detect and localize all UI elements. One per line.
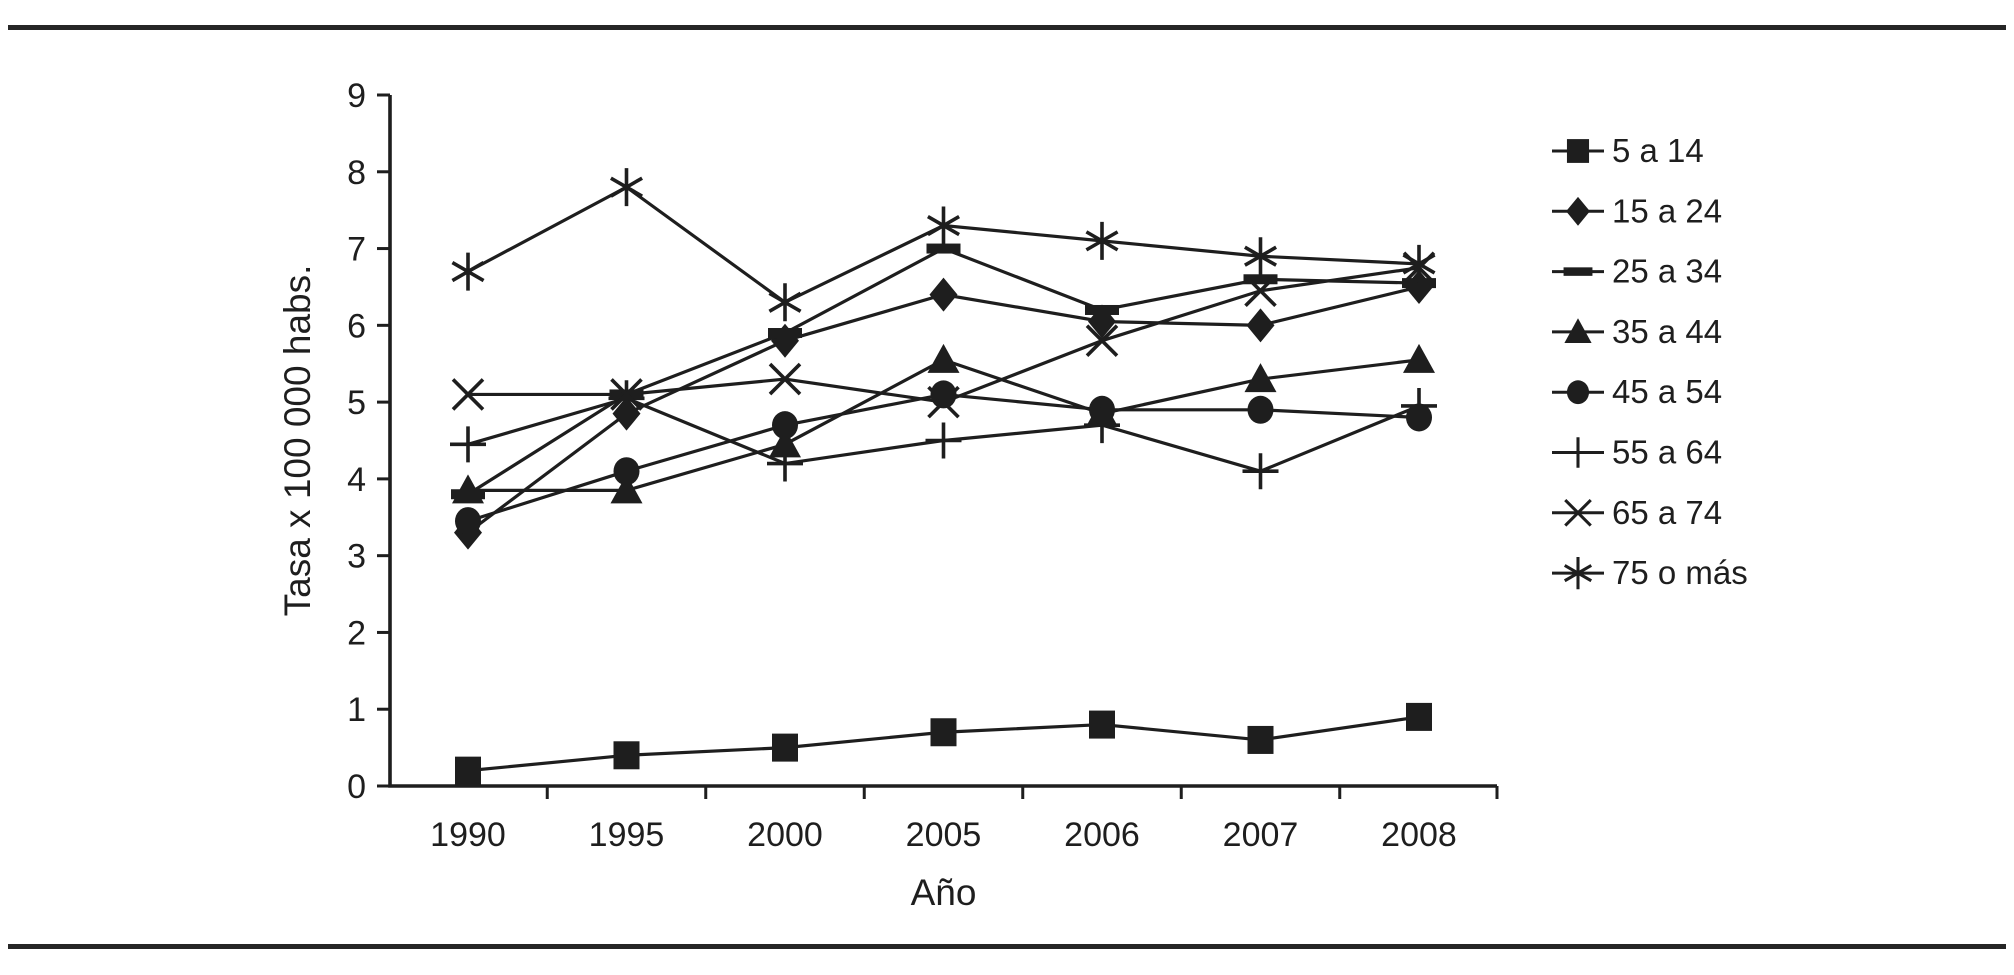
legend-item: 15 a 24: [1552, 192, 1722, 229]
marker-square: [1247, 725, 1274, 754]
x-tick-label: 2008: [1381, 816, 1457, 854]
marker-plus: [1401, 387, 1437, 424]
legend-item: 65 a 74: [1552, 494, 1722, 531]
marker-triangle: [610, 474, 643, 504]
marker-triangle: [1403, 343, 1435, 373]
marker-square: [455, 756, 481, 785]
marker-x: [1564, 498, 1592, 527]
legend-label: 25 a 34: [1612, 253, 1722, 290]
marker-star: [1402, 244, 1436, 283]
marker-plus: [608, 380, 645, 417]
y-axis-title: Tasa x 100 000 habs.: [277, 265, 318, 617]
y-tick-label: 3: [347, 538, 366, 576]
marker-triangle: [927, 343, 960, 373]
marker-circle: [455, 507, 481, 536]
marker-star: [768, 283, 802, 322]
series-55-a-64: [450, 380, 1437, 490]
series-5-a-14: [455, 702, 1432, 785]
marker-square: [613, 741, 640, 770]
marker-square: [1406, 702, 1432, 731]
y-tick-label: 1: [347, 691, 366, 729]
marker-dash: [768, 328, 802, 339]
legend-label: 65 a 74: [1612, 494, 1722, 531]
series-45-a-54: [455, 380, 1432, 536]
marker-x: [1085, 324, 1119, 357]
marker-triangle: [1564, 318, 1592, 343]
x-tick-label: 1990: [430, 816, 506, 854]
marker-plus: [1242, 453, 1279, 490]
x-tick-label: 2005: [906, 816, 982, 854]
marker-dash: [1402, 278, 1436, 289]
legend-label: 55 a 64: [1612, 434, 1722, 471]
series-35-a-44: [452, 343, 1435, 504]
legend-label: 5 a 14: [1612, 132, 1704, 169]
marker-dash: [1563, 267, 1593, 276]
marker-dash: [926, 243, 961, 254]
x-axis-title: Año: [911, 872, 977, 913]
marker-star: [927, 206, 960, 245]
legend-item: 55 a 64: [1552, 434, 1722, 471]
marker-dash: [1085, 304, 1119, 315]
y-tick-label: 8: [347, 154, 366, 192]
bottom-rule: [8, 944, 2006, 949]
legend-label: 35 a 44: [1612, 313, 1722, 350]
legend-label: 75 o más: [1612, 554, 1748, 591]
marker-x: [1244, 274, 1277, 308]
marker-star: [1563, 556, 1593, 590]
y-tick-label: 2: [347, 614, 366, 652]
marker-star: [451, 252, 485, 291]
marker-plus: [925, 422, 962, 459]
marker-triangle: [452, 474, 484, 504]
marker-star: [610, 168, 643, 207]
x-tick-label: 2000: [747, 816, 823, 854]
y-tick-label: 6: [347, 307, 366, 345]
marker-square: [1089, 710, 1115, 739]
marker-dash: [1243, 274, 1278, 285]
legend-item: 5 a 14: [1552, 132, 1704, 169]
y-tick-label: 5: [347, 384, 366, 422]
marker-triangle: [769, 428, 801, 458]
marker-star: [1085, 221, 1119, 260]
marker-plus: [767, 445, 803, 482]
x-tick-label: 2007: [1223, 816, 1299, 854]
marker-square: [1566, 139, 1590, 163]
marker-plus: [1562, 437, 1594, 468]
marker-star: [1244, 237, 1277, 276]
top-rule: [8, 25, 2006, 30]
legend-label: 15 a 24: [1612, 192, 1722, 229]
marker-circle: [1247, 395, 1274, 424]
legend: 5 a 14 15 a 24 25 a 34 35 a 44 45 a 54 55 a 6…: [1552, 132, 1748, 591]
marker-square: [930, 718, 957, 747]
marker-x: [610, 378, 643, 411]
legend-label: 45 a 54: [1612, 373, 1722, 410]
y-tick-label: 0: [347, 768, 366, 806]
marker-diamond: [929, 277, 958, 312]
marker-circle: [772, 411, 798, 440]
marker-circle: [613, 457, 640, 486]
y-tick-label: 9: [347, 77, 366, 115]
marker-x: [768, 362, 802, 396]
marker-plus: [1084, 407, 1120, 444]
y-tick-label: 7: [347, 231, 366, 269]
marker-plus: [450, 426, 486, 463]
axes: 0 1 2 3 4 5 6 7 8 9 1990 1995 2000 2005 2006 2007 2008 Añ…: [277, 77, 1499, 913]
legend-item: 45 a 54: [1552, 373, 1722, 410]
marker-square: [772, 733, 798, 762]
marker-x: [927, 385, 960, 419]
marker-triangle: [1244, 363, 1277, 393]
marker-diamond: [1246, 308, 1275, 343]
legend-item: 35 a 44: [1552, 313, 1722, 350]
x-tick-label: 2006: [1064, 816, 1140, 854]
y-tick-label: 4: [347, 461, 366, 499]
marker-x: [451, 378, 485, 411]
legend-item: 75 o más: [1552, 554, 1748, 591]
series-65-a-74: [451, 251, 1436, 419]
series-75-o-más: [451, 168, 1436, 322]
legend-item: 25 a 34: [1552, 253, 1722, 290]
marker-circle: [1566, 380, 1590, 405]
marker-diamond: [1566, 196, 1590, 226]
x-tick-label: 1995: [589, 816, 665, 854]
